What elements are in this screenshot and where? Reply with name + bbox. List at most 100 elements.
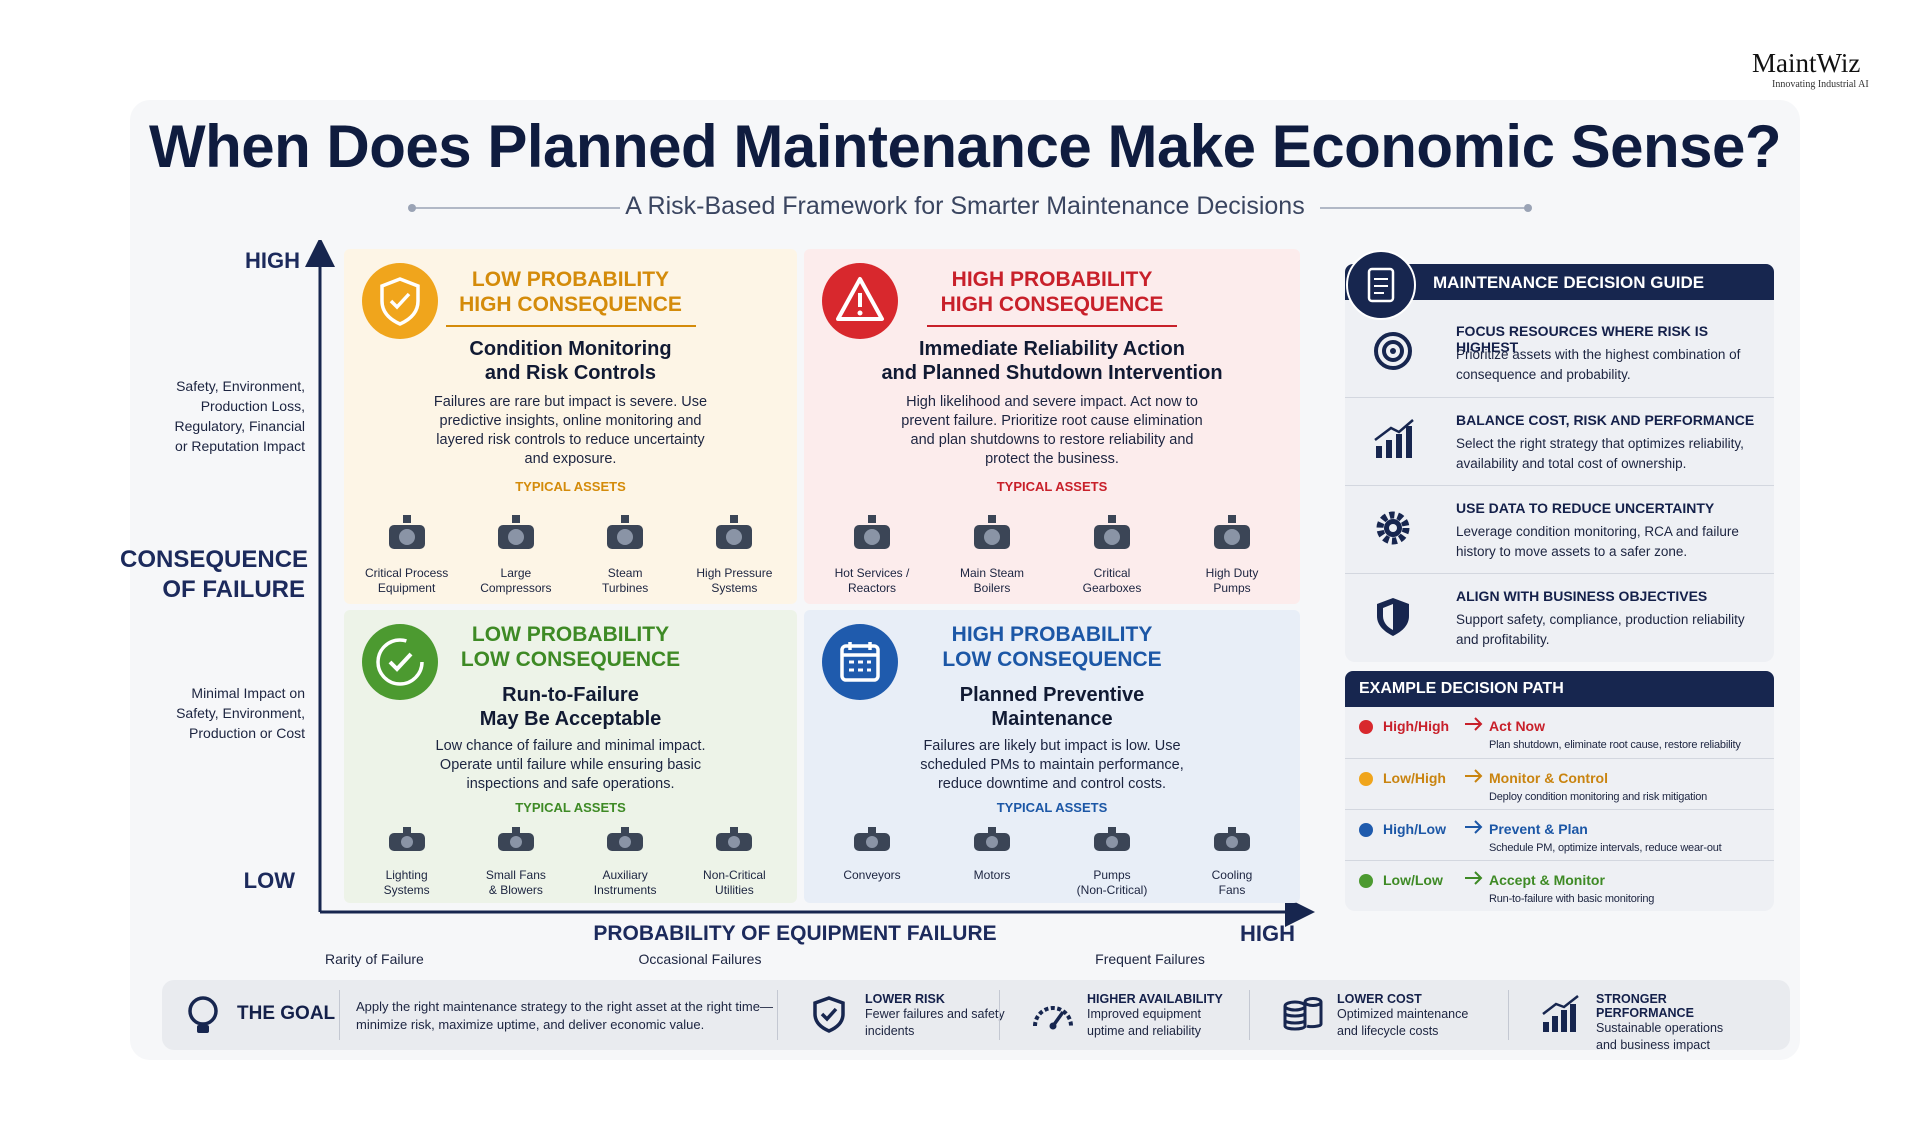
quadrant-label: HIGH PROBABILITY HIGH CONSEQUENCE: [940, 268, 1164, 316]
asset-name: High Pressure Systems: [696, 566, 773, 595]
assets-title: TYPICAL ASSETS: [515, 800, 626, 815]
decision-path: EXAMPLE DECISION PATH High/High Act Now Pl…: [1345, 671, 1774, 911]
asset: Auxiliary Instruments: [575, 825, 675, 898]
decision-action: Act Now: [1489, 718, 1545, 734]
guide-title: MAINTENANCE DECISION GUIDE: [1345, 264, 1774, 300]
assets-row: Hot Services / Reactors Main Steam Boiler…: [804, 511, 1300, 604]
y-low-note: Minimal Impact on Safety, Environment, P…: [176, 685, 305, 741]
guide-item-text: Select the right strategy that optimizes…: [1456, 436, 1744, 471]
asset-name: Main Steam Boilers: [959, 566, 1025, 595]
benefit-icon: [1540, 994, 1584, 1041]
benefit-title: LOWER COST: [1337, 992, 1422, 1006]
asset-icon: [597, 511, 653, 562]
assets-title: TYPICAL ASSETS: [515, 479, 626, 494]
quadrant-icon: [362, 624, 438, 700]
asset: Large Compressors: [466, 511, 566, 596]
divider: [999, 990, 1000, 1040]
divider: [777, 990, 778, 1040]
quadrant-text: High likelihood and severe impact. Act n…: [901, 394, 1203, 467]
guide-icon: [1371, 594, 1415, 643]
decision-arrow: [1463, 713, 1485, 738]
decision-level: Low/Low: [1383, 872, 1443, 888]
asset: Small Fans & Blowers: [466, 825, 566, 898]
assets-row: Critical Process Equipment Large Compress…: [344, 511, 797, 604]
decision-level: High/Low: [1383, 821, 1446, 837]
decision-action: Accept & Monitor: [1489, 872, 1605, 888]
asset-name: Cooling Fans: [1211, 868, 1253, 897]
decision-text: Deploy condition monitoring and risk mit…: [1489, 791, 1708, 803]
decision-level: High/High: [1383, 718, 1450, 734]
decision-dot: [1359, 823, 1373, 837]
quadrant: LOW PROBABILITY HIGH CONSEQUENCE Conditio…: [344, 249, 797, 604]
benefit-title: LOWER RISK: [865, 992, 945, 1006]
x-title: PROBABILITY OF EQUIPMENT FAILURE: [593, 922, 997, 945]
asset-name: Large Compressors: [480, 566, 552, 595]
asset-icon: [597, 825, 653, 864]
assets-row: Conveyors Motors Pumps (Non-Critical) Cooli…: [804, 825, 1300, 906]
guide-item: ALIGN WITH BUSINESS OBJECTIVES Support sa…: [1345, 573, 1774, 661]
decision-action: Monitor & Control: [1489, 770, 1608, 786]
asset-icon: [488, 825, 544, 864]
asset: High Duty Pumps: [1182, 511, 1282, 596]
decision-dot: [1359, 772, 1373, 786]
guide-icon: [1371, 418, 1415, 467]
assets-title: TYPICAL ASSETS: [996, 800, 1108, 815]
quadrant-rule: [927, 325, 1177, 327]
quadrant-icon: [362, 263, 438, 339]
logo: MaintWiz Innovating Industrial AI: [1752, 48, 1869, 90]
decision-arrow: [1463, 765, 1485, 790]
decision-row: Low/High Monitor & Control Deploy conditio…: [1345, 758, 1774, 808]
decision-row: Low/Low Accept & Monitor Run-to-failure wi…: [1345, 860, 1774, 910]
quadrant-text: Failures are rare but impact is severe. …: [433, 394, 708, 467]
brand-tagline: Innovating Industrial AI: [1772, 79, 1869, 90]
decision-path-title: EXAMPLE DECISION PATH: [1345, 671, 1774, 707]
guide-icon: [1346, 250, 1416, 320]
asset: High Pressure Systems: [684, 511, 784, 596]
quadrant: HIGH PROBABILITY LOW CONSEQUENCE Planned …: [804, 610, 1300, 903]
goal-bar: THE GOAL Apply the right maintenance str…: [162, 980, 1790, 1052]
quadrant-icon: [822, 263, 898, 339]
benefit-icon: [1031, 994, 1075, 1041]
guide-icon: [1371, 506, 1415, 555]
guide-item-title: BALANCE COST, RISK AND PERFORMANCE: [1456, 412, 1755, 428]
asset: Lighting Systems: [357, 825, 457, 898]
asset: Cooling Fans: [1182, 825, 1282, 898]
quadrant-text: Low chance of failure and minimal impact…: [435, 738, 706, 792]
benefit: HIGHER AVAILABILITY Improved equipment up…: [1087, 992, 1237, 1040]
quadrant-heading: Run-to-Failure May Be Acceptable: [479, 684, 662, 730]
subtitle: A Risk-Based Framework for Smarter Maint…: [625, 192, 1305, 220]
benefit-icon: [809, 994, 853, 1041]
asset: Motors: [942, 825, 1042, 898]
goal-text: Apply the right maintenance strategy to …: [356, 999, 773, 1032]
quadrant-label: LOW PROBABILITY HIGH CONSEQUENCE: [459, 268, 682, 316]
benefit-text: Improved equipment uptime and reliabilit…: [1087, 1007, 1201, 1038]
asset-icon: [964, 511, 1020, 562]
guide-item: BALANCE COST, RISK AND PERFORMANCE Select…: [1345, 397, 1774, 485]
asset: Conveyors: [822, 825, 922, 898]
guide-item: USE DATA TO REDUCE UNCERTAINTY Leverage c…: [1345, 485, 1774, 573]
decision-arrow: [1463, 816, 1485, 841]
benefit-title: STRONGER PERFORMANCE: [1596, 992, 1694, 1020]
decision-arrow: [1463, 867, 1485, 892]
y-low: LOW: [243, 868, 295, 893]
assets-row: Lighting Systems Small Fans & Blowers Auxi…: [344, 825, 797, 906]
guide-item: FOCUS RESOURCES WHERE RISK IS HIGHEST Pri…: [1345, 309, 1774, 397]
guide-item-text: Leverage condition monitoring, RCA and f…: [1456, 524, 1739, 559]
quadrant-heading: Planned Preventive Maintenance: [959, 684, 1145, 730]
guide-item-text: Support safety, compliance, production r…: [1456, 612, 1745, 647]
decision-dot: [1359, 720, 1373, 734]
asset: Hot Services / Reactors: [822, 511, 922, 596]
asset-icon: [964, 825, 1020, 864]
asset-name: Critical Gearboxes: [1082, 566, 1142, 595]
decision-text: Schedule PM, optimize intervals, reduce …: [1489, 842, 1722, 854]
benefit: LOWER RISK Fewer failures and safety inci…: [865, 992, 1015, 1040]
asset-icon: [844, 825, 900, 864]
decision-text: Plan shutdown, eliminate root cause, res…: [1489, 739, 1741, 751]
decision-level: Low/High: [1383, 770, 1446, 786]
asset-icon: [1084, 511, 1140, 562]
subtitle-rule: [408, 204, 1532, 212]
asset-icon: [1204, 511, 1260, 562]
asset-name: Small Fans & Blowers: [485, 868, 546, 897]
asset: Steam Turbines: [575, 511, 675, 596]
